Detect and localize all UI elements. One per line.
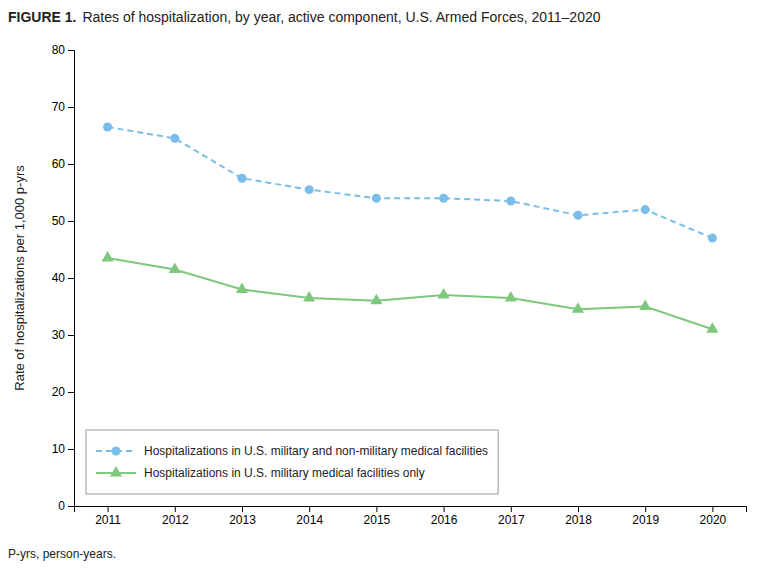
y-tick-mark: [68, 107, 74, 108]
y-tick-label: 30: [52, 328, 66, 342]
x-tick: 2014: [296, 506, 323, 527]
y-tick-label: 10: [52, 442, 66, 456]
series-marker: [708, 234, 717, 243]
y-axis-title: Rate of hospitalizations per 1,000 p-yrs: [12, 165, 27, 391]
title-text: Rates of hospitalization, by year, activ…: [82, 9, 600, 25]
series-marker: [169, 262, 181, 273]
series-marker: [641, 205, 650, 214]
x-tick-mark: [578, 506, 579, 512]
y-tick-mark: [68, 50, 74, 51]
series-marker: [303, 291, 315, 302]
y-axis-line: [68, 51, 75, 507]
x-tick-label: 2016: [431, 513, 458, 527]
x-tick: 2016: [431, 506, 458, 527]
series-marker: [170, 134, 179, 143]
chart: FIGURE 1. Rates of hospitalization, by ye…: [0, 0, 771, 568]
y-tick-mark: [68, 449, 74, 450]
y-tick-mark: [68, 278, 74, 279]
y-tick-mark: [68, 221, 74, 222]
series-marker: [102, 251, 114, 262]
x-tick-label: 2017: [498, 513, 525, 527]
series-marker: [706, 322, 718, 333]
y-tick: 30: [52, 328, 74, 342]
series-marker: [236, 282, 248, 293]
y-tick-mark: [68, 164, 74, 165]
series-marker: [639, 299, 651, 310]
legend-marker: [111, 446, 120, 455]
x-tick-label: 2013: [229, 513, 256, 527]
series-marker: [237, 174, 246, 183]
x-tick-label: 2015: [364, 513, 391, 527]
y-tick-label: 60: [52, 157, 66, 171]
series-marker: [305, 185, 314, 194]
y-tick-label: 0: [58, 499, 65, 513]
legend-label: Hospitalizations in U.S. military medica…: [144, 466, 425, 480]
legend: Hospitalizations in U.S. military and no…: [86, 430, 498, 494]
y-tick: 40: [52, 271, 74, 285]
series-marker: [438, 288, 450, 299]
x-tick: 2015: [364, 506, 391, 527]
y-tick: 10: [52, 442, 74, 456]
x-tick: 2012: [162, 506, 189, 527]
x-tick: 2013: [229, 506, 256, 527]
legend-marker: [110, 466, 122, 477]
plot: 2011201220132014201520162017201820192020…: [12, 43, 747, 526]
x-tick-mark: [511, 506, 512, 512]
legend-label: Hospitalizations in U.S. military and no…: [144, 444, 488, 458]
x-tick-label: 2014: [296, 513, 323, 527]
y-axis: 0 10 20 30 40 50 60 70 80: [52, 43, 75, 513]
y-tick-label: 20: [52, 385, 66, 399]
x-axis: 2011 2012 2013 2014 2015 2016 2017 2018 2019 2020: [75, 506, 747, 527]
legend-item: Hospitalizations in U.S. military medica…: [96, 466, 425, 480]
x-tick-mark: [712, 506, 713, 512]
title-bold: FIGURE 1.: [8, 9, 76, 25]
y-tick-mark: [68, 392, 74, 393]
y-tick: 0: [58, 499, 74, 513]
y-tick-label: 40: [52, 271, 66, 285]
x-axis-line: [75, 507, 747, 513]
x-tick: 2017: [498, 506, 525, 527]
series-marker: [103, 122, 112, 131]
x-tick: 2020: [700, 506, 727, 527]
x-tick-label: 2011: [95, 513, 121, 527]
x-tick-mark: [376, 506, 377, 512]
y-tick-mark: [68, 506, 74, 507]
y-tick: 60: [52, 157, 74, 171]
x-tick-mark: [444, 506, 445, 512]
x-tick-label: 2019: [632, 513, 659, 527]
x-tick: 2018: [565, 506, 592, 527]
series-marker: [372, 194, 381, 203]
x-tick-mark: [309, 506, 310, 512]
x-tick-label: 2018: [565, 513, 592, 527]
y-tick-mark: [68, 335, 74, 336]
x-tick-label: 2020: [700, 513, 727, 527]
y-tick: 20: [52, 385, 74, 399]
x-tick-mark: [645, 506, 646, 512]
series-line: [108, 258, 713, 329]
series-line: [108, 127, 713, 238]
series-marker: [505, 291, 517, 302]
title: FIGURE 1. Rates of hospitalization, by ye…: [8, 9, 601, 25]
series-marker: [370, 294, 382, 305]
x-tick-mark: [175, 506, 176, 512]
series-group: [102, 122, 719, 332]
series-marker: [572, 302, 584, 313]
x-tick: 2019: [632, 506, 659, 527]
y-tick-label: 50: [52, 214, 66, 228]
series-marker: [506, 197, 515, 206]
x-tick-mark: [108, 506, 109, 512]
series-marker: [439, 194, 448, 203]
legend-box: [86, 430, 498, 494]
legend-item: Hospitalizations in U.S. military and no…: [96, 444, 488, 458]
y-tick-label: 70: [52, 100, 66, 114]
series-marker: [573, 211, 582, 220]
y-tick: 50: [52, 214, 74, 228]
x-tick-label: 2012: [162, 513, 189, 527]
y-tick: 70: [52, 100, 74, 114]
y-tick: 80: [52, 43, 74, 57]
x-tick: 2011: [95, 506, 121, 527]
footnote: P-yrs, person-years.: [8, 547, 116, 561]
x-tick-mark: [242, 506, 243, 512]
y-tick-label: 80: [52, 43, 66, 57]
